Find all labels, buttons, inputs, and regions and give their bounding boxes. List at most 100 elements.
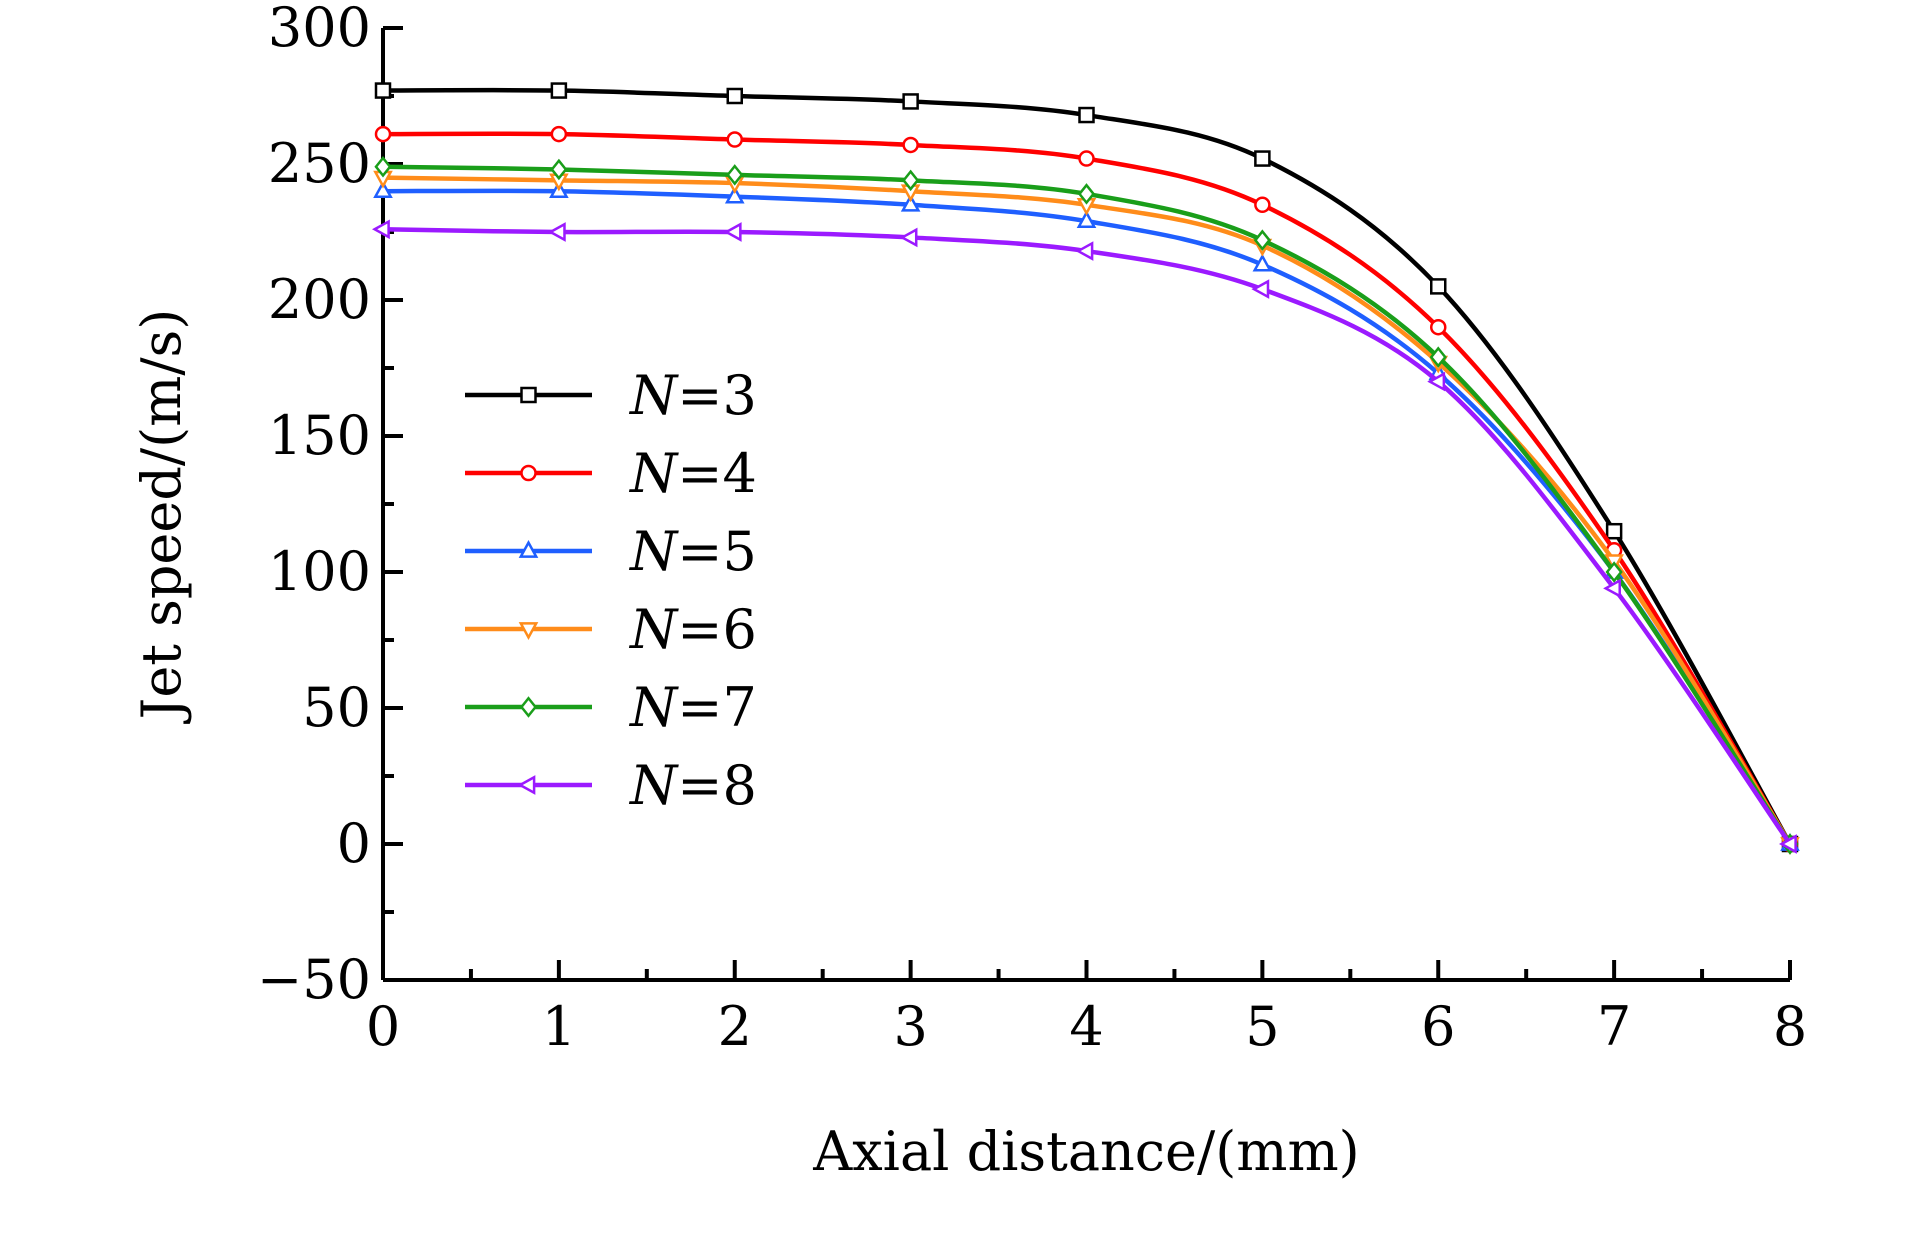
data-point-triangle-left [1603, 578, 1621, 599]
legend-item: N=4 [465, 442, 757, 505]
legend-label-value: =3 [677, 364, 757, 427]
data-point-triangle-left [899, 227, 918, 248]
legend-item: N=7 [465, 676, 757, 739]
y-axis-title: Jet speed/(m/s) [130, 309, 193, 725]
data-point-triangle-left [1779, 834, 1797, 854]
legend-label-variable: N [628, 364, 679, 427]
data-point-diamond [726, 164, 744, 186]
legend-label: N=5 [628, 520, 757, 583]
data-point-circle [1078, 150, 1095, 167]
legend-item: N=3 [465, 364, 757, 427]
x-tick-label: 3 [893, 995, 927, 1058]
x-tick-label: 0 [366, 995, 400, 1058]
data-point-square [726, 87, 743, 105]
data-point-circle [520, 464, 537, 482]
legend-label-variable: N [628, 676, 679, 739]
data-point-diamond [1253, 229, 1271, 251]
data-point-diamond [550, 158, 568, 181]
series-N-5 [373, 180, 1800, 851]
data-point-square [1254, 150, 1271, 167]
data-point-triangle-up [900, 193, 921, 212]
legend-label-value: =6 [677, 598, 757, 661]
data-point-circle [726, 131, 743, 148]
data-point-diamond [374, 155, 392, 178]
legend-label: N=4 [628, 442, 757, 505]
legend-label-variable: N [628, 754, 679, 817]
data-point-diamond [519, 696, 538, 718]
data-point-triangle-left [1075, 241, 1094, 261]
data-point-diamond [1077, 183, 1096, 205]
x-axis-title: Axial distance/(mm) [812, 1120, 1360, 1183]
legend-label-value: =7 [677, 676, 757, 739]
x-tick-label: 2 [718, 995, 752, 1058]
series-line [380, 164, 1793, 847]
data-point-triangle-up [1076, 210, 1097, 228]
data-point-circle [1430, 318, 1447, 336]
data-point-square [1078, 106, 1095, 124]
data-point-triangle-left [517, 775, 536, 795]
data-point-triangle-left [1427, 371, 1446, 392]
x-tick-label: 8 [1773, 995, 1807, 1058]
y-tick-label: 150 [268, 404, 371, 467]
y-tick-label: −50 [257, 948, 371, 1011]
x-tick-label: 7 [1597, 995, 1631, 1058]
data-point-triangle-up [1252, 253, 1273, 272]
legend-label-value: =5 [677, 520, 757, 583]
data-point-triangle-left [723, 222, 742, 242]
legend-label-variable: N [628, 598, 679, 661]
legend-label: N=8 [628, 754, 757, 817]
legend-item: N=5 [465, 520, 757, 583]
series-line [380, 175, 1793, 847]
data-point-triangle-up [518, 540, 539, 558]
legend-label-variable: N [628, 442, 679, 505]
data-point-square [902, 93, 919, 110]
data-point-triangle-left [372, 219, 390, 240]
legend-label-value: =4 [677, 442, 757, 505]
y-tick-label: 300 [268, 0, 371, 59]
data-point-circle [374, 125, 392, 143]
legend-label: N=6 [628, 598, 757, 661]
data-point-diamond [1429, 346, 1447, 368]
legend-item: N=8 [465, 754, 757, 817]
legend-label-variable: N [628, 520, 679, 583]
data-point-triangle-left [547, 222, 566, 242]
series-N-3 [374, 82, 1799, 853]
data-point-square [550, 82, 568, 99]
legend-item: N=6 [465, 598, 757, 661]
data-point-diamond [902, 169, 920, 192]
x-tick-label: 1 [542, 995, 576, 1058]
y-tick-label: 200 [268, 268, 371, 331]
data-point-circle [902, 136, 919, 154]
data-point-square [520, 386, 537, 404]
data-point-circle [550, 125, 568, 143]
x-tick-label: 5 [1245, 995, 1279, 1058]
series-N-6 [373, 170, 1800, 855]
series-line [380, 87, 1793, 847]
series-N-4 [374, 125, 1799, 853]
data-point-square [374, 82, 392, 99]
legend: N=3N=4N=5N=6N=7N=8 [465, 364, 757, 817]
data-point-diamond [1605, 561, 1623, 583]
legend-label: N=3 [628, 364, 757, 427]
series-N-8 [372, 219, 1797, 854]
data-point-circle [1254, 196, 1271, 214]
data-point-triangle-left [1251, 279, 1270, 299]
legend-label-value: =8 [677, 754, 757, 817]
x-tick-label: 4 [1069, 995, 1103, 1058]
series-layer [372, 82, 1800, 855]
data-point-square [1605, 522, 1623, 540]
series-N-7 [374, 155, 1799, 855]
data-point-triangle-up [724, 185, 745, 204]
y-tick-label: 100 [268, 540, 371, 603]
series-line [380, 131, 1793, 847]
legend-label: N=7 [628, 676, 757, 739]
data-point-square [1430, 278, 1447, 295]
y-tick-label: 0 [337, 812, 371, 875]
series-line [380, 227, 1793, 847]
x-tick-label: 6 [1421, 995, 1455, 1058]
data-point-triangle-down [518, 622, 539, 640]
data-point-triangle-up [373, 180, 393, 199]
y-tick-label: 50 [302, 676, 371, 739]
